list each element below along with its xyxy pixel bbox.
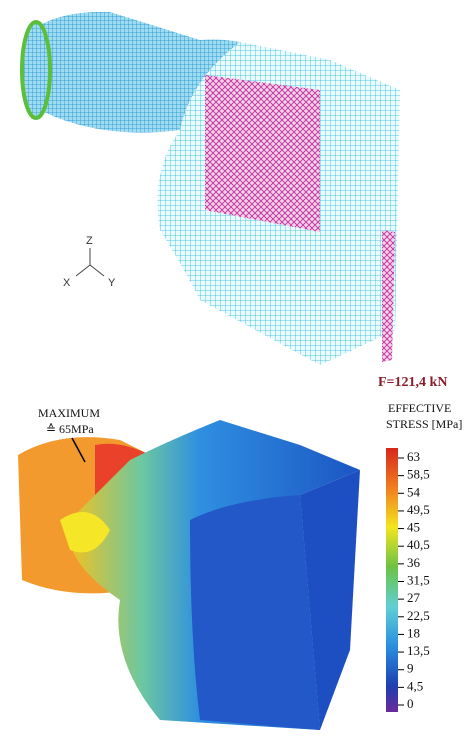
tick-label: 54 — [407, 484, 421, 499]
tick-label: 63 — [407, 449, 420, 464]
tick-label: 58,5 — [407, 467, 430, 482]
force-label: F=121,4 kN — [378, 375, 447, 390]
tick-label: 45 — [407, 520, 420, 535]
tick-label: 4,5 — [407, 678, 423, 693]
legend-title: EFFECTIVE — [388, 401, 451, 415]
annotation: ≙ 65MPa — [46, 422, 94, 436]
figure: Z X Y F=121,4 kN MAXIMUM ≙ 65MPa EFFECTI… — [0, 0, 466, 751]
tick-label: 13,5 — [407, 643, 430, 658]
stress-model — [18, 420, 360, 730]
tick-label: 18 — [407, 625, 420, 640]
color-bar — [386, 448, 398, 712]
axis-label: Y — [108, 277, 116, 289]
axis-triad — [76, 248, 104, 276]
axis-label: X — [63, 277, 71, 289]
legend-title: STRESS [MPa] — [386, 417, 462, 431]
tick-label: 22,5 — [407, 608, 430, 623]
tick-label: 27 — [407, 590, 421, 605]
tick-label: 0 — [407, 696, 414, 711]
tick-label: 9 — [407, 661, 414, 676]
tick-label: 40,5 — [407, 537, 430, 552]
axis-label: Z — [86, 235, 93, 247]
tick-label: 49,5 — [407, 502, 430, 517]
mesh-model — [22, 12, 400, 365]
page: {"top": {"axes": {"z": "Z", "x": "X", "y… — [0, 0, 466, 751]
tick-label: 36 — [407, 555, 421, 570]
color-bar-ticks: 63 58,5 54 49,5 45 40,5 36 31,5 27 22,5 18 13,5 9 4,5… — [398, 449, 430, 711]
annotation: MAXIMUM — [38, 406, 100, 420]
tick-label: 31,5 — [407, 572, 430, 587]
